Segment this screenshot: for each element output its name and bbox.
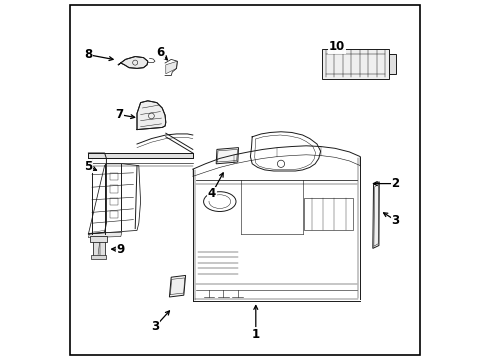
Polygon shape [93,241,104,256]
Polygon shape [91,255,106,259]
Text: 8: 8 [84,48,93,61]
Polygon shape [90,236,107,242]
Polygon shape [373,182,379,248]
Polygon shape [118,57,148,68]
Polygon shape [137,101,166,130]
Text: 4: 4 [208,187,216,200]
Polygon shape [322,49,389,79]
Text: 7: 7 [115,108,123,121]
Text: 2: 2 [392,177,399,190]
Text: 3: 3 [151,320,159,333]
Polygon shape [88,153,193,158]
Polygon shape [88,232,122,238]
Text: 6: 6 [156,46,165,59]
Text: 5: 5 [84,160,93,173]
Text: 9: 9 [117,243,125,256]
Polygon shape [166,61,177,74]
Text: 10: 10 [329,40,345,53]
Text: 3: 3 [392,214,399,227]
Text: 1: 1 [252,328,260,341]
Polygon shape [389,54,396,74]
Polygon shape [170,275,186,297]
Polygon shape [216,148,239,164]
